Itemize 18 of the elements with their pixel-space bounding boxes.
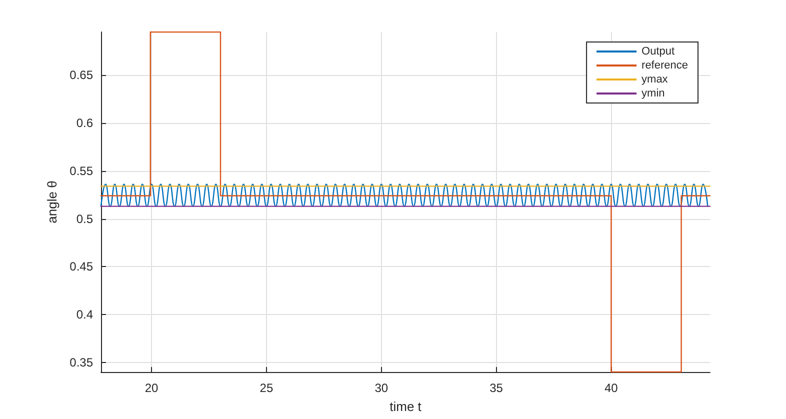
legend-label: ymax bbox=[642, 74, 668, 86]
x-tick-label: 40 bbox=[604, 381, 618, 395]
x-axis-title: time t bbox=[390, 399, 422, 414]
y-tick-label: 0.35 bbox=[70, 355, 94, 370]
y-tick-label: 0.45 bbox=[70, 260, 94, 274]
y-tick-label: 0.65 bbox=[70, 68, 94, 82]
x-tick-label: 20 bbox=[144, 381, 159, 395]
x-tick-label: 25 bbox=[260, 381, 274, 395]
x-tick-label: 35 bbox=[490, 381, 504, 395]
y-axis-title: angle θ bbox=[44, 180, 60, 224]
y-tick-label: 0.4 bbox=[76, 308, 94, 322]
legend-label: reference bbox=[642, 60, 688, 72]
legend-label: ymin bbox=[642, 88, 665, 100]
y-tick-label: 0.5 bbox=[76, 212, 94, 226]
legend-label: Output bbox=[642, 46, 675, 58]
x-tick-label: 30 bbox=[374, 381, 388, 395]
y-tick-label: 0.55 bbox=[70, 164, 94, 178]
y-tick-label: 0.6 bbox=[76, 116, 94, 130]
